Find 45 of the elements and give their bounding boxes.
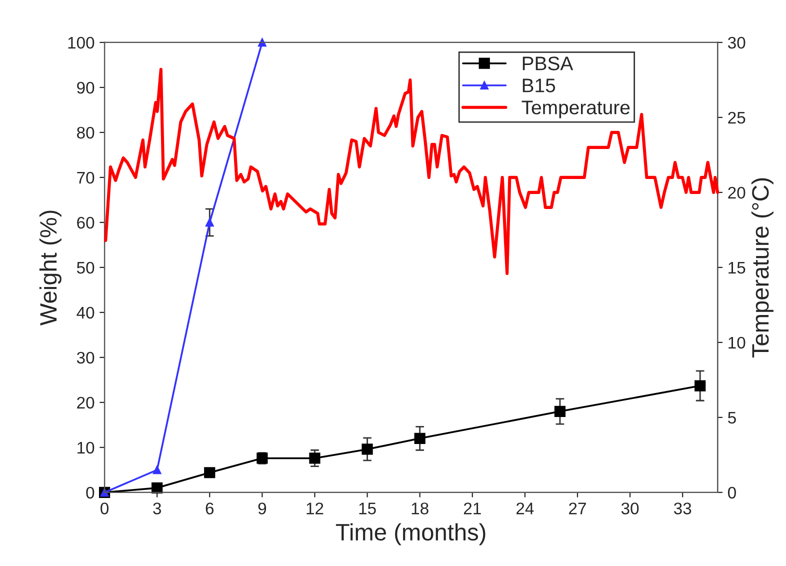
- y2-axis-title: Temperature (°C): [751, 178, 774, 358]
- point: [152, 466, 162, 474]
- y2-tick-label: 20: [728, 186, 746, 199]
- x-tick-label: 21: [464, 502, 481, 514]
- legend-label: B15: [522, 78, 556, 92]
- x-tick-label: 9: [258, 502, 266, 514]
- y2-tick-label: 15: [728, 262, 746, 274]
- y-tick-label: 60: [77, 216, 94, 229]
- y-tick-label: 10: [78, 442, 94, 454]
- x-tick-label: 33: [674, 502, 692, 514]
- point: [204, 467, 216, 478]
- y-axis-title: Weight (%): [39, 210, 62, 326]
- point: [694, 380, 706, 392]
- x-axis-title: Time (months): [336, 523, 486, 546]
- y-tick-label: 90: [77, 82, 94, 94]
- x-tick-label: 0: [100, 502, 109, 514]
- y2-tick-label: 25: [728, 112, 746, 124]
- legend-label: Temperature: [522, 100, 630, 118]
- y2-tick-label: 0: [728, 486, 736, 499]
- x-tick-label: 24: [516, 502, 534, 514]
- y-tick-label: 70: [77, 172, 94, 184]
- x-tick-label: 3: [153, 502, 161, 514]
- point: [554, 406, 566, 417]
- x-tick-label: 18: [412, 502, 428, 514]
- point: [309, 452, 320, 464]
- point: [362, 444, 373, 455]
- y-tick-label: 30: [76, 352, 94, 364]
- y-tick-label: 80: [77, 126, 94, 139]
- point: [414, 432, 426, 444]
- legend-label: PBSA: [522, 56, 574, 70]
- y-tick-label: 100: [68, 36, 94, 49]
- point: [152, 482, 163, 494]
- y2-tick-label: 10: [728, 336, 746, 349]
- y-tick-label: 50: [76, 262, 94, 274]
- y2-tick-label: 5: [728, 412, 736, 424]
- x-tick-label: 30: [621, 502, 639, 514]
- y-tick-label: 20: [77, 396, 94, 409]
- y-tick-label: 0: [86, 486, 94, 499]
- x-tick-label: 6: [206, 502, 214, 514]
- y2-tick-label: 30: [728, 36, 746, 49]
- x-tick-label: 27: [569, 502, 586, 514]
- x-tick-label: 15: [359, 502, 376, 514]
- x-tick-label: 12: [306, 502, 324, 514]
- point: [205, 218, 214, 227]
- y-tick-label: 40: [76, 306, 94, 319]
